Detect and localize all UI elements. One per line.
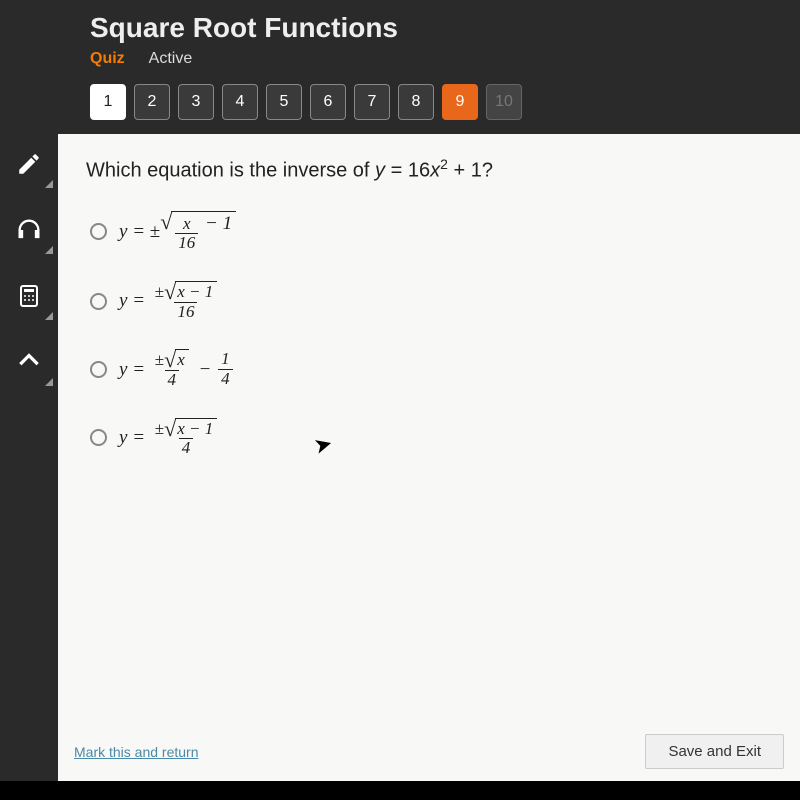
side-toolbar xyxy=(0,134,58,781)
save-exit-button[interactable]: Save and Exit xyxy=(645,734,784,769)
opt-a-lhs: y xyxy=(119,221,127,243)
qnav-1[interactable]: 1 xyxy=(90,84,126,120)
opt-d-den: 4 xyxy=(179,438,194,458)
qnav-10: 10 xyxy=(486,84,522,120)
qnav-4[interactable]: 4 xyxy=(222,84,258,120)
tab-bar: Quiz Active xyxy=(90,50,800,74)
qnav-2[interactable]: 2 xyxy=(134,84,170,120)
radio-a[interactable] xyxy=(90,223,107,240)
page-title: Square Root Functions xyxy=(90,12,800,44)
pencil-icon[interactable] xyxy=(7,142,51,186)
question-prompt: Which equation is the inverse of y = 16x… xyxy=(86,156,772,183)
opt-c-mnum: 1 xyxy=(218,350,233,369)
radio-d[interactable] xyxy=(90,429,107,446)
opt-d-lhs: y xyxy=(119,427,127,449)
radio-c[interactable] xyxy=(90,361,107,378)
opt-a-minus: − 1 xyxy=(205,213,232,234)
mark-return-link[interactable]: Mark this and return xyxy=(74,744,199,760)
opt-c-den: 4 xyxy=(165,370,180,390)
option-d[interactable]: y = ±x − 1 4 xyxy=(90,418,772,458)
opt-b-pm: ± xyxy=(155,282,164,301)
qnav-8[interactable]: 8 xyxy=(398,84,434,120)
prompt-exp: 2 xyxy=(440,156,448,172)
qnav-7[interactable]: 7 xyxy=(354,84,390,120)
prompt-coef: 16 xyxy=(408,160,430,182)
headphones-icon[interactable] xyxy=(7,208,51,252)
opt-b-lhs: y xyxy=(119,290,127,312)
opt-c-pm: ± xyxy=(155,350,164,369)
prompt-prefix: Which equation is the inverse of xyxy=(86,160,375,182)
option-a[interactable]: y = ± x 16 − 1 xyxy=(90,211,772,253)
opt-a-pm: ± xyxy=(150,221,160,243)
tab-quiz[interactable]: Quiz xyxy=(90,50,125,74)
question-nav: 1 2 3 4 5 6 7 8 9 10 xyxy=(0,74,800,134)
opt-a-num: x xyxy=(180,215,194,234)
option-b[interactable]: y = ±x − 1 16 xyxy=(90,281,772,321)
option-c[interactable]: y = ±x 4 − 1 4 xyxy=(90,349,772,389)
prompt-var: x xyxy=(430,160,440,182)
opt-d-pm: ± xyxy=(155,419,164,438)
opt-c-mden: 4 xyxy=(218,369,233,389)
up-arrow-icon[interactable] xyxy=(7,340,51,384)
opt-c-rad: x xyxy=(175,349,189,370)
radio-b[interactable] xyxy=(90,293,107,310)
prompt-lhs: y xyxy=(375,160,385,182)
question-panel: Which equation is the inverse of y = 16x… xyxy=(58,134,800,781)
opt-b-den: 16 xyxy=(174,302,197,322)
prompt-suffix: ? xyxy=(482,160,493,182)
qnav-5[interactable]: 5 xyxy=(266,84,302,120)
qnav-6[interactable]: 6 xyxy=(310,84,346,120)
calculator-icon[interactable] xyxy=(7,274,51,318)
tab-active[interactable]: Active xyxy=(149,50,193,74)
opt-d-rad: x − 1 xyxy=(175,418,217,439)
prompt-const: 1 xyxy=(471,160,482,182)
opt-b-rad: x − 1 xyxy=(175,281,217,302)
opt-c-lhs: y xyxy=(119,359,127,381)
opt-a-den: 16 xyxy=(175,233,198,253)
qnav-9[interactable]: 9 xyxy=(442,84,478,120)
qnav-3[interactable]: 3 xyxy=(178,84,214,120)
